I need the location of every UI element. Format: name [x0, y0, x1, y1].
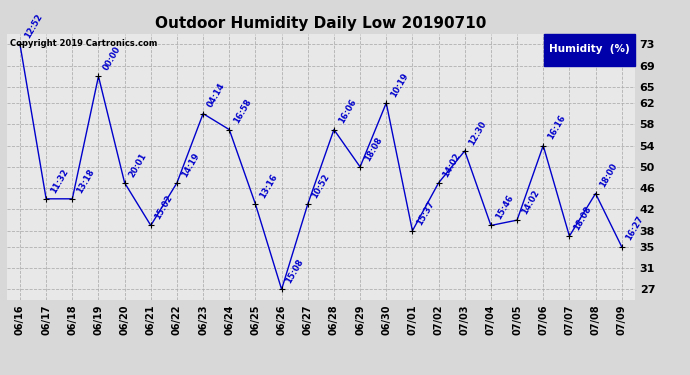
Text: 10:19: 10:19: [389, 71, 410, 99]
Text: 16:27: 16:27: [624, 215, 646, 243]
Text: 14:02: 14:02: [441, 151, 462, 178]
Text: 16:58: 16:58: [232, 98, 253, 125]
Text: 12:30: 12:30: [467, 119, 489, 147]
Text: 16:16: 16:16: [546, 114, 567, 141]
Text: 18:08: 18:08: [572, 204, 593, 232]
Text: 18:00: 18:00: [598, 162, 619, 189]
Text: 18:08: 18:08: [363, 135, 384, 163]
Text: Humidity  (%): Humidity (%): [549, 44, 630, 54]
Text: 04:14: 04:14: [206, 82, 227, 110]
Text: 15:46: 15:46: [493, 194, 515, 221]
Text: 13:16: 13:16: [258, 172, 279, 200]
Text: 14:19: 14:19: [179, 151, 201, 178]
Text: 11:32: 11:32: [49, 167, 70, 195]
Text: 15:37: 15:37: [415, 199, 436, 226]
Text: 12:52: 12:52: [23, 12, 44, 40]
Text: 15:02: 15:02: [153, 194, 175, 221]
Text: 16:06: 16:06: [337, 98, 357, 125]
Text: 20:01: 20:01: [127, 151, 148, 178]
Text: 14:02: 14:02: [520, 188, 541, 216]
Text: 15:08: 15:08: [284, 258, 306, 285]
Text: 00:00: 00:00: [101, 45, 122, 72]
Text: 13:18: 13:18: [75, 167, 96, 195]
Text: Copyright 2019 Cartronics.com: Copyright 2019 Cartronics.com: [10, 39, 157, 48]
Bar: [544, 34, 635, 66]
Text: 10:52: 10:52: [310, 172, 332, 200]
Title: Outdoor Humidity Daily Low 20190710: Outdoor Humidity Daily Low 20190710: [155, 16, 486, 31]
